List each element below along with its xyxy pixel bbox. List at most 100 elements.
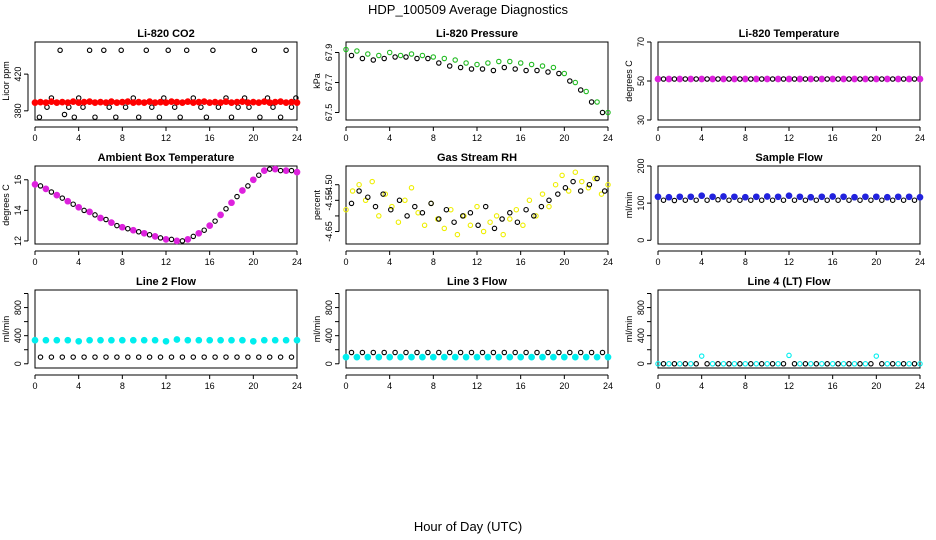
- x-tick-label: 16: [516, 133, 526, 143]
- data-point: [884, 361, 891, 367]
- series-0: [31, 165, 301, 245]
- data-point: [531, 213, 537, 219]
- data-point: [769, 76, 776, 82]
- data-point: [157, 235, 164, 241]
- data-point: [577, 188, 584, 194]
- x-tick-label: 0: [343, 257, 348, 267]
- data-point: [103, 216, 109, 223]
- data-point: [682, 197, 689, 203]
- data-point: [709, 361, 716, 367]
- data-point: [528, 353, 535, 361]
- data-point: [528, 61, 535, 68]
- data-point: [293, 168, 301, 176]
- x-tick-label: 8: [431, 133, 436, 143]
- data-point: [731, 75, 738, 83]
- data-point: [184, 336, 192, 344]
- data-point: [900, 197, 907, 203]
- data-point: [146, 232, 153, 238]
- y-tick-label: 400: [13, 328, 23, 343]
- data-point: [179, 238, 186, 244]
- data-point: [349, 188, 356, 194]
- data-point: [562, 185, 569, 191]
- data-point: [282, 167, 290, 174]
- x-tick-label: 8: [120, 381, 125, 391]
- x-tick-label: 8: [743, 133, 748, 143]
- data-point: [917, 361, 923, 367]
- data-point: [114, 222, 120, 229]
- data-point: [135, 98, 143, 106]
- data-point: [86, 208, 93, 216]
- data-point: [125, 354, 131, 360]
- data-point: [430, 54, 437, 60]
- y-tick-label: 0: [636, 238, 646, 243]
- data-point: [443, 206, 450, 213]
- data-point: [162, 99, 170, 106]
- x-tick-label: 16: [828, 133, 838, 143]
- data-point: [288, 98, 295, 106]
- data-point: [753, 361, 760, 367]
- data-point: [173, 336, 181, 343]
- x-tick-label: 8: [120, 133, 125, 143]
- data-point: [475, 222, 481, 229]
- data-point: [118, 98, 126, 106]
- data-point: [342, 353, 350, 361]
- x-tick-label: 4: [387, 257, 392, 267]
- data-point: [75, 203, 83, 211]
- data-point: [785, 75, 793, 83]
- data-point: [462, 353, 470, 361]
- data-point: [80, 104, 86, 110]
- panel-1: Li-820 Pressure 0 4 8 12 16 20 24 67.5 67.7 67.9 kP…: [312, 28, 613, 143]
- plot-frame: [345, 165, 609, 245]
- data-point: [348, 349, 355, 356]
- data-point: [748, 76, 754, 82]
- data-point: [513, 206, 520, 213]
- data-point: [195, 229, 203, 237]
- data-point: [251, 47, 258, 54]
- x-tick-label: 24: [603, 381, 613, 391]
- data-point: [200, 98, 208, 105]
- data-point: [108, 219, 115, 226]
- data-point: [288, 104, 295, 110]
- data-point: [223, 354, 229, 360]
- data-point: [97, 98, 104, 106]
- data-point: [249, 337, 257, 345]
- data-point: [490, 349, 497, 356]
- data-point: [460, 213, 466, 219]
- data-point: [579, 178, 585, 185]
- data-point: [421, 222, 428, 229]
- data-point: [570, 178, 576, 185]
- plot-frame: [34, 165, 298, 245]
- data-point: [671, 361, 678, 367]
- panel-title: Line 4 (LT) Flow: [748, 276, 831, 288]
- y-tick-label: 800: [636, 300, 646, 315]
- y-tick-label: 67.5: [324, 104, 334, 122]
- data-point: [857, 76, 863, 82]
- data-point: [271, 98, 279, 106]
- panel-2: Li-820 Temperature 0 4 8 12 16 20 24 30 50 70 degre…: [624, 28, 925, 143]
- data-point: [660, 361, 667, 367]
- data-point: [203, 114, 210, 120]
- y-axis-label: ml/min: [312, 316, 322, 343]
- x-tick-label: 20: [871, 257, 881, 267]
- data-point: [605, 109, 611, 116]
- data-point: [507, 58, 513, 65]
- data-point: [829, 75, 837, 83]
- data-point: [57, 47, 63, 54]
- x-tick-label: 8: [431, 381, 436, 391]
- data-point: [872, 75, 880, 83]
- data-point: [183, 47, 190, 54]
- data-point: [698, 75, 706, 83]
- data-point: [48, 354, 55, 360]
- data-point: [71, 114, 78, 120]
- data-point: [359, 55, 366, 62]
- data-point: [59, 195, 66, 201]
- data-point: [552, 181, 559, 188]
- y-axis-label: kPa: [312, 73, 322, 89]
- data-point: [177, 114, 183, 120]
- x-tick-label: 4: [387, 381, 392, 391]
- data-point: [195, 336, 203, 344]
- data-point: [149, 104, 155, 110]
- series-1: [31, 98, 301, 106]
- panel-title: Line 2 Flow: [136, 276, 196, 288]
